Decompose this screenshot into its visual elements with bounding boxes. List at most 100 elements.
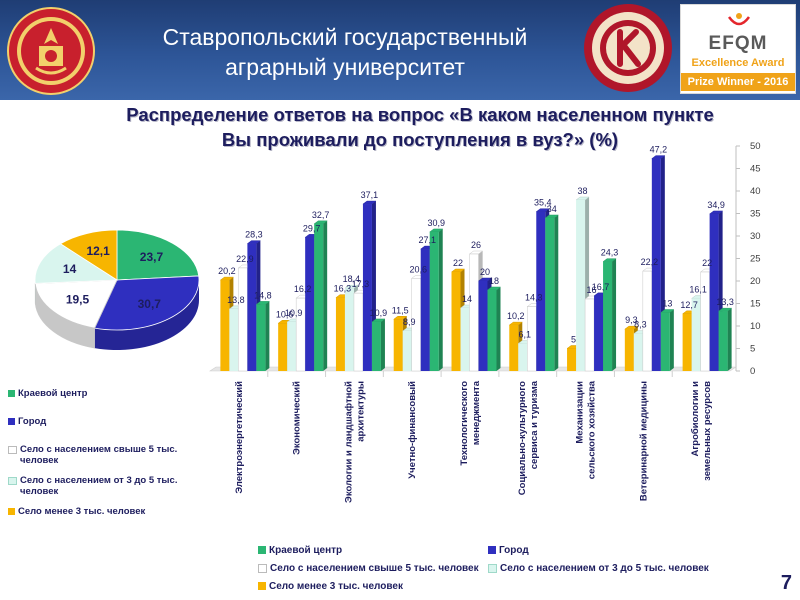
bar: [362, 204, 372, 371]
bar: [314, 223, 324, 371]
bar-legend-label: Город: [499, 544, 529, 556]
bar-side: [323, 220, 328, 371]
bar: [576, 200, 586, 371]
bar-data-label: 6,1: [519, 330, 532, 340]
x-category-label: Агробиологии и: [690, 381, 701, 457]
bar-data-label: 30,9: [427, 218, 445, 228]
bar: [478, 281, 488, 371]
pie-legend-item: Село с населением свыше 5 тыс. человек: [8, 444, 208, 466]
y-tick-label: 30: [750, 231, 761, 242]
bar-data-label: 10,2: [507, 311, 525, 321]
bar-legend-item: Село менее 3 тыс. человек: [258, 581, 403, 592]
efqm-prize-text: Prize Winner - 2016: [681, 73, 795, 91]
pie-legend-label: Город: [18, 416, 47, 427]
pie-legend-item: Село менее 3 тыс. человек: [8, 506, 208, 517]
efqm-award-badge: EFQM Excellence Award Prize Winner - 201…: [680, 4, 796, 94]
pie-data-label: 19,5: [66, 293, 90, 307]
bar: [335, 297, 345, 371]
pie-legend: Краевой центр Город Село с населением св…: [8, 388, 208, 526]
bar-data-label: 13: [662, 299, 672, 309]
bar-legend-label: Село с населением свыше 5 тыс. человек: [270, 562, 479, 574]
y-tick-label: 40: [750, 186, 761, 197]
bar: [229, 308, 239, 371]
bar: [518, 343, 528, 371]
bar-side: [612, 258, 617, 371]
bar-data-label: 34: [547, 204, 557, 214]
university-name: Ставропольский государственный аграрный …: [110, 22, 580, 82]
bar: [651, 158, 661, 371]
pie-legend-label: Краевой центр: [18, 388, 88, 399]
bar: [536, 211, 546, 371]
bar: [393, 319, 403, 371]
bar-data-label: 16,2: [294, 284, 312, 294]
y-tick-label: 25: [750, 254, 761, 265]
bar: [371, 321, 381, 371]
bar-legend-label: Село с населением от 3 до 5 тыс. человек: [500, 562, 709, 574]
slide-title: Распределение ответов на вопрос «В каком…: [40, 102, 800, 152]
bar-data-label: 47,2: [650, 145, 668, 155]
bar: [344, 288, 354, 371]
legend-swatch: [8, 418, 15, 425]
pie-data-label: 23,7: [140, 250, 164, 264]
bar-data-label: 17,3: [352, 279, 370, 289]
bar: [660, 312, 670, 371]
bar: [402, 330, 412, 371]
bar: [567, 348, 577, 371]
bar-data-label: 11,5: [392, 305, 409, 315]
bar-data-label: 8,3: [634, 320, 647, 330]
bar: [691, 298, 701, 371]
bar-data-label: 5: [571, 335, 576, 345]
bar-legend: Краевой центр Город Село с населением св…: [258, 541, 778, 595]
legend-swatch: [488, 546, 496, 554]
slide-title-line1: Распределение ответов на вопрос «В каком…: [126, 104, 714, 125]
x-category-label: Технологического: [459, 381, 470, 466]
bar-legend-item: Село с населением свыше 5 тыс. человек: [258, 563, 488, 574]
efqm-name: EFQM: [708, 33, 768, 54]
bar-side: [380, 318, 385, 371]
x-category-label: Экономический: [292, 381, 303, 455]
bar: [247, 243, 257, 371]
bar-legend-label: Краевой центр: [269, 544, 343, 556]
x-category-label: Электроэнергетический: [234, 381, 245, 494]
pie-legend-label: Село с населением от 3 до 5 тыс. человек: [20, 475, 178, 497]
bar-data-label: 14: [462, 294, 472, 304]
bar-legend-item: Село с населением от 3 до 5 тыс. человек: [488, 563, 709, 574]
bar-data-label: 26: [471, 240, 481, 250]
bar: [584, 298, 595, 372]
bar-data-label: 10,9: [285, 308, 303, 318]
x-category-label: Ветеринарной медицины: [638, 381, 649, 501]
x-category-label: Механизации: [575, 381, 586, 444]
bar: [718, 311, 728, 371]
bar: [545, 218, 555, 371]
y-tick-label: 20: [750, 276, 761, 287]
y-tick-label: 35: [750, 209, 761, 220]
bar: [460, 308, 470, 371]
bar-side: [669, 309, 674, 371]
bar-data-label: 16,7: [592, 282, 610, 292]
bar-data-label: 18: [489, 276, 499, 286]
bar-data-label: 37,1: [361, 190, 379, 200]
bar: [295, 297, 306, 372]
pie-slice: [59, 229, 118, 281]
bar-data-label: 20: [480, 267, 490, 277]
x-category-label: земельных ресурсов: [702, 381, 713, 481]
bar-data-label: 29,7: [303, 223, 321, 233]
efqm-award-text: Excellence Award: [691, 57, 785, 69]
bar-top: [246, 240, 262, 244]
bar-data-label: 9,3: [625, 315, 638, 325]
y-tick-label: 0: [750, 366, 755, 377]
y-tick-label: 45: [750, 164, 761, 175]
bar-chart: 0 5 10 15 20 25 30 35 40 45 50 20,2 13,8 22,9 28,3 14,8…: [209, 141, 761, 503]
bar-data-label: 32,7: [312, 210, 330, 220]
bar-data-label: 27,1: [418, 235, 436, 245]
x-category-label: сервиса и туризма: [529, 380, 540, 469]
bar-data-label: 14,3: [525, 293, 543, 303]
bar-data-label: 13,8: [227, 295, 245, 305]
bar: [624, 329, 634, 371]
bar-data-label: 24,3: [601, 248, 619, 258]
bar-legend-item: Город: [488, 545, 529, 556]
quality-award-seal-logo: [584, 4, 672, 92]
bar-data-label: 16: [587, 285, 597, 295]
bar-top: [602, 258, 617, 262]
legend-swatch: [8, 508, 15, 515]
